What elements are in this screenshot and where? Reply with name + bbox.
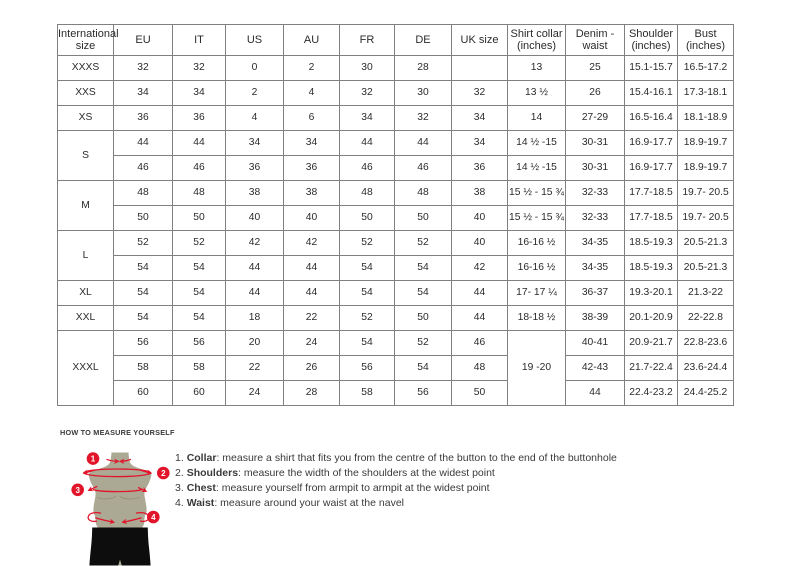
svg-text:2: 2 (161, 469, 166, 478)
svg-text:4: 4 (151, 513, 156, 522)
svg-text:3: 3 (75, 486, 80, 495)
svg-text:1: 1 (91, 455, 96, 464)
